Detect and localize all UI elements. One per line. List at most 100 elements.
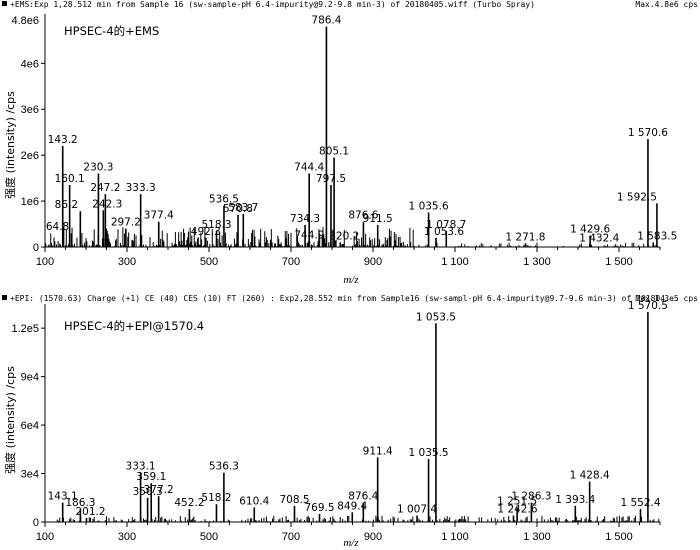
peak-label: 242.3 [92,198,122,210]
peak-label: 1 007.4 [397,504,437,516]
peak-label: 1 271.8 [505,231,545,243]
panel-header: +EMS:Exp 1,28.512 min from Sample 16 (sw… [10,0,535,9]
peak-label: 1 592.5 [617,191,657,203]
x-tick-label: 900 [364,256,382,268]
spectrum-panel-epi: +EPI: (1570.63) Charge (+1) CE (40) CES … [2,294,698,549]
peak-label: 186.3 [65,497,95,509]
peak-label: 769.5 [304,502,334,514]
peak-label: 876.4 [348,491,378,503]
peak-label: 1 552.4 [620,497,660,509]
y-axis-label: 强度 (intensity) /cps [3,91,17,199]
peak-label: 786.4 [311,15,341,27]
x-tick-label: 100 [36,531,54,543]
peak-label: 518.3 [201,219,231,231]
peak-label: 1 035.5 [409,447,449,459]
x-tick-label: 300 [118,531,136,543]
y-tick-label: 6e4 [21,420,39,432]
peak-label: 536.3 [209,461,239,473]
y-tick-label: 1.2e5 [11,323,39,335]
y-tick-label: 3e6 [21,104,39,116]
y-tick-label: 3e4 [21,469,39,481]
peak-label: 1 078.7 [426,219,466,231]
peak-label: 1 428.4 [570,470,610,482]
peak-label: 708.5 [279,494,309,506]
y-tick-label: 2e6 [21,150,39,162]
x-axis-label: m/z [343,537,359,549]
peak-label: 143.1 [48,491,78,503]
peak-label: 333.1 [126,461,156,473]
x-tick-label: 700 [282,531,300,543]
peak-bars [61,26,658,247]
peak-label: 1 286.3 [511,491,551,503]
peak-label: 86.2 [55,199,78,211]
panel-marker-icon [2,295,7,300]
peak-label: 1 242.6 [497,504,537,516]
y-tick-label: 1e6 [21,196,39,208]
peak-label: 1 053.5 [416,311,456,323]
peak-label: 911.5 [363,213,393,225]
peak-label: 610.4 [239,495,269,507]
peak-label: 1 583.5 [637,230,677,242]
spectrum-panel-ems: +EMS:Exp 1,28.512 min from Sample 16 (sw… [2,0,698,286]
x-tick-label: 1 100 [441,531,469,543]
x-tick-label: 1 300 [523,531,551,543]
peak-label: 570.8 [223,203,253,215]
peak-label: 583.7 [228,202,258,214]
peak-label: 744.4 [294,162,324,174]
peak-label: 201.2 [75,506,105,518]
spectrum-title: HPSEC-4的+EPI@1570.4 [64,319,204,333]
peak-label: 333.3 [126,182,156,194]
peak-label: 797.5 [316,173,346,185]
x-axis-label: m/z [343,274,359,286]
y-tick-label: 0 [33,517,39,529]
peak-label: 1 429.6 [570,224,610,236]
peak-label: 1 251.5 [497,495,537,507]
peak-label: 492.3 [191,226,221,238]
peak-labels: 143.2 160.1 86.2 64.8 230.3 247.2 242.3 297.2 33… [46,15,677,245]
peak-label: 744.9 [294,229,324,241]
peak-label: 160.1 [55,173,85,185]
x-tick-label: 500 [200,256,218,268]
x-tick-label: 700 [282,256,300,268]
peak-label: 350.3 [133,486,163,498]
x-tick-label: 1 100 [441,256,469,268]
peak-bars [61,312,649,522]
panel-header: +EPI: (1570.63) Charge (+1) CE (40) CES … [10,294,679,303]
x-tick-label: 300 [118,256,136,268]
x-tick-label: 1 500 [605,531,633,543]
peak-label: 1 393.4 [555,494,595,506]
peak-label: 734.3 [290,213,320,225]
x-tick-label: 900 [364,531,382,543]
y-tick-label: 0 [33,242,39,254]
peak-label: 536.5 [209,194,239,206]
y-axis: 0 1e6 2e6 3e6 4e6 4.8e6 [11,14,46,254]
peak-label: 247.2 [90,182,120,194]
spectrum-title: HPSEC-4的+EMS [64,24,159,38]
peak-label: 1 053.6 [424,226,464,238]
peak-label: 820.2 [329,230,359,242]
peak-label: 1 570.5 [628,300,668,312]
peak-label: 805.1 [319,145,349,157]
peak-label: 1 570.6 [628,127,668,139]
y-axis-label: 强度 (intensity) /cps [3,366,17,474]
y-tick-label: 4e6 [21,58,39,70]
x-tick-label: 100 [36,256,54,268]
peak-label: 1 432.4 [579,233,619,245]
x-tick-label: 1 300 [523,256,551,268]
peak-label: 377.2 [144,484,174,496]
max-intensity-label: Max.1.3e5 cps [635,294,698,303]
peak-label: 452.2 [174,497,204,509]
max-intensity-label: Max.4.8e6 cps [635,0,698,9]
peak-label: 359.1 [136,471,166,483]
noise-bars [44,227,658,247]
peak-label: 911.4 [363,445,393,457]
peak-label: 518.2 [201,492,231,504]
peak-label: 230.3 [83,162,113,174]
y-axis: 0 3e4 6e4 9e4 1.2e5 [11,304,46,529]
peak-label: 143.2 [48,134,78,146]
peak-label: 377.4 [144,210,174,222]
y-tick-label: 9e4 [21,372,39,384]
panel-marker-icon [2,1,7,6]
